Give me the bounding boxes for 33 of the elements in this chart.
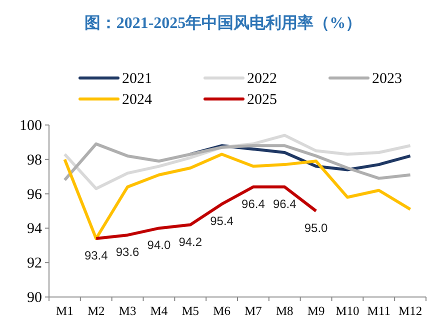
data-label: 93.4 [84,248,108,263]
x-tick-label: M11 [367,304,390,318]
x-tick-label: M12 [398,304,422,318]
legend-label: 2022 [247,71,277,87]
data-label: 93.6 [116,245,140,260]
x-tick-label: M9 [307,304,325,318]
x-tick-label: M4 [150,304,168,318]
y-tick-label: 98 [27,152,42,168]
y-tick-label: 90 [27,290,42,306]
data-label: 96.4 [272,196,297,211]
x-tick-label: M10 [336,304,360,318]
x-tick-label: M5 [182,304,200,318]
line-series [63,142,412,182]
legend-label: 2021 [122,71,152,87]
x-tick-label: M8 [276,304,294,318]
legend-label: 2025 [247,92,277,108]
data-label: 94.2 [178,234,202,249]
data-label: 95.0 [304,221,328,235]
y-tick-label: 94 [27,221,42,238]
y-tick-label: 100 [20,118,42,134]
chart-title: 图：2021-2025年中国风电利用率（%） [84,13,362,32]
x-tick-label: M7 [244,304,262,318]
x-tick-label: M3 [118,304,136,318]
x-tick-label: M2 [87,304,105,318]
x-tick-label: M1 [56,304,74,318]
data-label: 95.4 [210,214,234,228]
data-label: 94.0 [147,238,171,252]
x-tick-label: M6 [213,304,230,318]
legend-label: 2024 [122,92,152,108]
y-tick-label: 96 [27,186,42,203]
y-tick-label: 92 [27,256,42,272]
legend-label: 2023 [372,71,402,87]
data-label: 96.4 [242,196,266,211]
